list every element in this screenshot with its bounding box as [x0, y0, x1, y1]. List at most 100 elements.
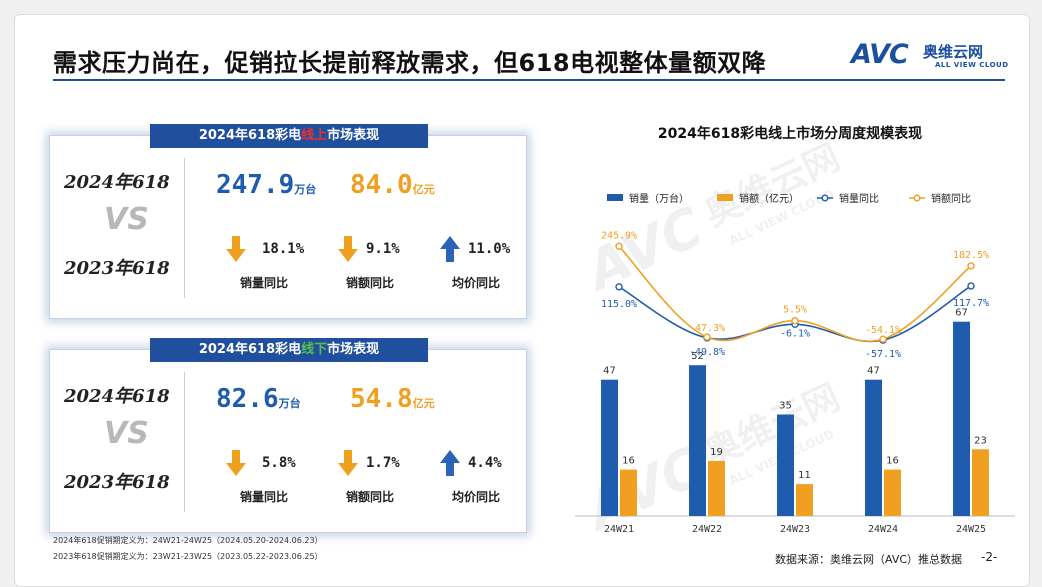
page-title: 需求压力尚在，促销拉长提前释放需求，但618电视整体量额双降 — [53, 49, 767, 77]
online-stat1-label: 销量同比 — [240, 276, 289, 290]
offline-amount-unit: 亿元 — [412, 397, 435, 410]
volume-yoy-label: -49.8% — [689, 347, 725, 358]
offline-volume-unit: 万台 — [278, 397, 301, 410]
x-tick-label: 24W23 — [780, 524, 810, 535]
bar-label-amount: 23 — [974, 435, 987, 446]
bar-sales-volume — [865, 379, 882, 516]
volume-yoy-point — [967, 282, 975, 290]
offline-card: 2024年618彩电线下市场表现 2024年618 VS 2023年618 82… — [49, 338, 527, 533]
offline-stat1-value: 5.8% — [262, 455, 296, 471]
online-card: 2024年618彩电线上市场表现 2024年618 VS 2023年618 24… — [49, 124, 527, 319]
bar-sales-volume — [777, 414, 794, 516]
offline-stat3-value: 4.4% — [468, 455, 502, 471]
offline-vs: VS — [104, 416, 149, 451]
online-stat2-value: 9.1% — [366, 241, 400, 257]
bar-label-volume: 47 — [867, 366, 880, 377]
offline-divider — [184, 372, 185, 512]
online-year-b: 2023年618 — [64, 258, 170, 279]
amount-yoy-point — [703, 333, 711, 341]
amount-yoy-label: 182.5% — [953, 250, 989, 261]
offline-header-post: 市场表现 — [327, 342, 380, 357]
online-amount: 84.0亿元 — [350, 170, 435, 200]
promo-period-note-2023: 2023年618促销期定义为：23W21-23W25（2023.05.22-20… — [53, 552, 323, 561]
x-tick-label: 24W25 — [956, 524, 986, 535]
offline-year-b: 2023年618 — [64, 472, 170, 493]
amount-yoy-point — [791, 317, 799, 325]
logo-cn-text: 奥维云网 — [923, 43, 984, 61]
x-tick-label: 24W21 — [604, 524, 634, 535]
amount-yoy-point — [967, 262, 975, 270]
bar-sales-amount — [884, 469, 901, 516]
slide: 需求压力尚在，促销拉长提前释放需求，但618电视整体量额双降 AVC 奥维云网 … — [14, 14, 1030, 587]
amount-yoy-point — [879, 335, 887, 343]
bar-sales-volume — [601, 379, 618, 516]
chart-canvas: 销量（万台） 销额（亿元） 销量同比 销额同比 47 16 24W21 52 19 24W22 35… — [575, 192, 1015, 535]
legend-swatch-0 — [607, 194, 623, 201]
legend-marker-2 — [821, 194, 829, 202]
data-source: 数据来源：奥维云网（AVC）推总数据 — [775, 553, 963, 566]
online-amount-value: 84.0 — [350, 170, 413, 200]
amount-yoy-label: -47.3% — [689, 323, 725, 334]
bar-label-amount: 19 — [710, 447, 723, 458]
bar-label-volume: 67 — [955, 308, 968, 319]
title-divider — [53, 79, 1005, 81]
legend-marker-3 — [913, 194, 921, 202]
volume-yoy-point — [615, 283, 623, 291]
online-stat3-label: 均价同比 — [452, 276, 501, 290]
volume-yoy-label: -57.1% — [865, 349, 901, 360]
avc-logo: AVC 奥维云网 ALL VIEW CLOUD — [851, 39, 1011, 79]
offline-stat3-label: 均价同比 — [452, 490, 501, 504]
legend-label-0: 销量（万台） — [629, 192, 689, 205]
bar-label-volume: 47 — [603, 366, 616, 377]
offline-volume-value: 82.6 — [216, 384, 279, 414]
x-tick-label: 24W24 — [868, 524, 898, 535]
legend-swatch-1 — [717, 194, 733, 201]
legend-label-1: 销额（亿元） — [739, 192, 799, 205]
offline-card-header: 2024年618彩电线下市场表现 — [150, 338, 428, 362]
bar-label-amount: 11 — [798, 470, 811, 481]
bar-label-amount: 16 — [622, 456, 635, 467]
amount-yoy-label: -54.1% — [865, 325, 901, 336]
bar-sales-amount — [708, 460, 725, 516]
amount-yoy-point — [615, 242, 623, 250]
online-header-post: 市场表现 — [327, 128, 380, 143]
down-arrow-icon — [338, 450, 358, 476]
legend-label-2: 销量同比 — [839, 192, 879, 205]
offline-volume: 82.6万台 — [216, 384, 301, 414]
online-amount-unit: 亿元 — [412, 183, 435, 196]
legend-label-3: 销额同比 — [931, 192, 971, 205]
bar-label-volume: 52 — [691, 351, 704, 362]
down-arrow-icon — [226, 236, 246, 262]
online-card-header: 2024年618彩电线上市场表现 — [150, 124, 428, 148]
bar-sales-amount — [620, 469, 637, 516]
logo-en-text: ALL VIEW CLOUD — [935, 61, 1009, 69]
offline-header-pre: 2024年618彩电 — [198, 342, 302, 357]
x-tick-label: 24W22 — [692, 524, 722, 535]
weekly-chart: 2024年618彩电线上市场分周度规模表现 销量（万台） 销额（亿元） 销量同比 销额… — [555, 115, 1025, 545]
bar-sales-volume — [953, 321, 970, 516]
logo-avc-text: AVC — [851, 39, 909, 70]
online-header-pre: 2024年618彩电 — [198, 128, 302, 143]
down-arrow-icon — [338, 236, 358, 262]
offline-header-highlight: 线下 — [301, 342, 328, 357]
offline-stat1-label: 销量同比 — [240, 490, 289, 504]
chart-title: 2024年618彩电线上市场分周度规模表现 — [657, 126, 923, 142]
bar-label-volume: 35 — [779, 401, 792, 412]
offline-amount: 54.8亿元 — [350, 384, 435, 414]
bar-sales-amount — [796, 484, 813, 516]
offline-stat2-label: 销额同比 — [346, 490, 395, 504]
online-vs: VS — [104, 202, 149, 237]
bar-sales-amount — [972, 449, 989, 516]
online-divider — [184, 158, 185, 298]
page-number: -2- — [981, 550, 998, 564]
offline-stat2-value: 1.7% — [366, 455, 400, 471]
online-volume-value: 247.9 — [216, 170, 295, 200]
online-year-a: 2024年618 — [64, 172, 170, 193]
up-arrow-icon — [440, 450, 460, 476]
volume-yoy-label: 115.0% — [601, 299, 637, 310]
up-arrow-icon — [440, 236, 460, 262]
online-volume-unit: 万台 — [294, 183, 317, 196]
volume-yoy-label: 117.7% — [953, 298, 989, 309]
online-stat3-value: 11.0% — [468, 241, 511, 257]
online-stat1-value: 18.1% — [262, 241, 305, 257]
